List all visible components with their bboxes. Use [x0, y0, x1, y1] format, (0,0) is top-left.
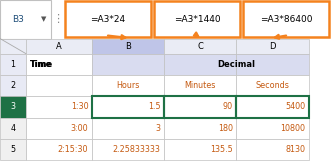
Bar	[164, 54, 236, 75]
Text: B3: B3	[13, 15, 25, 24]
Text: ⋮: ⋮	[52, 14, 63, 24]
Bar	[0, 39, 26, 54]
Text: 8130: 8130	[286, 145, 305, 154]
Bar	[26, 39, 92, 54]
Bar	[0, 96, 26, 118]
Text: 5400: 5400	[285, 102, 305, 111]
Bar	[236, 118, 309, 139]
Text: 1.5: 1.5	[148, 102, 161, 111]
Text: ▼: ▼	[42, 16, 47, 22]
Bar	[236, 139, 309, 160]
Bar	[154, 1, 240, 37]
Bar	[92, 54, 164, 75]
Text: 2.25833333: 2.25833333	[113, 145, 161, 154]
Text: D: D	[269, 42, 276, 51]
Text: Decimal: Decimal	[217, 60, 255, 69]
Text: =A3*24: =A3*24	[90, 15, 125, 24]
Bar	[164, 118, 236, 139]
Text: =A3*86400: =A3*86400	[260, 15, 312, 24]
Bar	[164, 96, 236, 118]
Bar	[0, 75, 26, 96]
Text: 180: 180	[218, 124, 233, 133]
Text: Seconds: Seconds	[256, 81, 290, 90]
Bar	[26, 139, 92, 160]
Text: A: A	[56, 42, 62, 51]
Text: Hours: Hours	[116, 81, 139, 90]
Bar	[243, 1, 329, 37]
Bar	[92, 39, 164, 54]
Text: Minutes: Minutes	[185, 81, 216, 90]
Bar	[0, 54, 26, 75]
Bar	[26, 96, 92, 118]
Bar	[26, 118, 92, 139]
Text: 3:00: 3:00	[71, 124, 88, 133]
Text: 3: 3	[10, 102, 16, 111]
Text: B: B	[125, 42, 131, 51]
Text: C: C	[197, 42, 203, 51]
Bar	[0, 0, 51, 39]
Text: 5: 5	[10, 145, 16, 154]
Bar	[92, 96, 164, 118]
Bar	[92, 96, 164, 118]
Text: 1: 1	[10, 60, 16, 69]
Text: 135.5: 135.5	[210, 145, 233, 154]
Bar	[0, 118, 26, 139]
Text: 10800: 10800	[281, 124, 305, 133]
Bar	[236, 54, 309, 75]
Bar	[65, 1, 151, 37]
Bar	[164, 139, 236, 160]
Text: Time: Time	[30, 60, 53, 69]
Bar	[236, 39, 309, 54]
Bar	[236, 75, 309, 96]
Bar	[164, 75, 236, 96]
Text: 1:30: 1:30	[71, 102, 88, 111]
Text: 4: 4	[10, 124, 16, 133]
Bar	[92, 118, 164, 139]
Text: 2: 2	[10, 81, 16, 90]
Text: Time: Time	[30, 60, 52, 69]
Bar	[26, 75, 92, 96]
Text: =A3*1440: =A3*1440	[174, 15, 220, 24]
Bar	[236, 96, 309, 118]
Bar	[164, 96, 236, 118]
Text: 3: 3	[156, 124, 161, 133]
Bar	[0, 139, 26, 160]
Bar	[164, 39, 236, 54]
Bar	[26, 54, 92, 75]
Bar	[92, 75, 164, 96]
Bar	[236, 96, 309, 118]
Text: 90: 90	[223, 102, 233, 111]
Bar	[92, 139, 164, 160]
Text: 2:15:30: 2:15:30	[58, 145, 88, 154]
